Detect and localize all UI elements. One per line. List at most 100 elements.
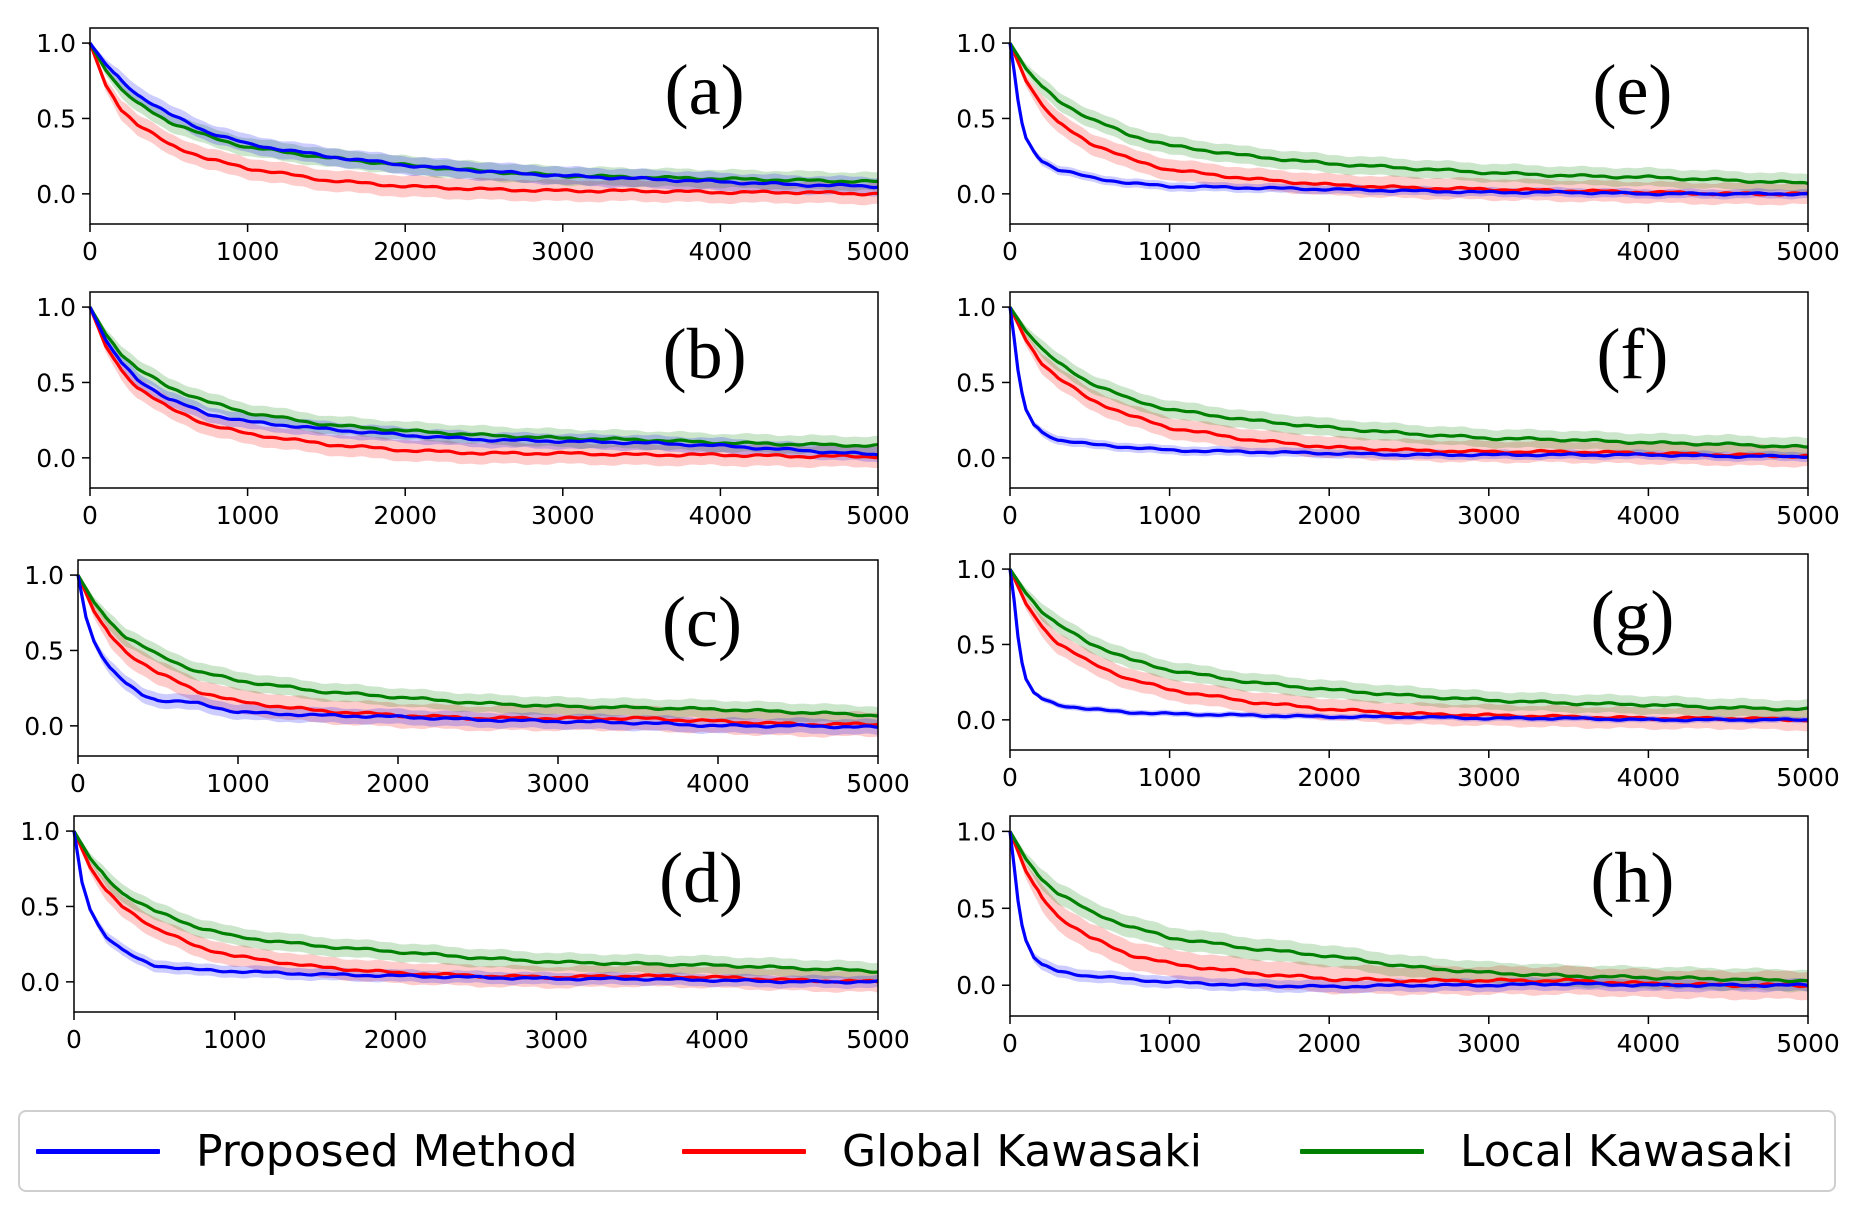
- legend-swatch-red: [682, 1148, 806, 1154]
- y-tick-label: 1.0: [20, 817, 60, 846]
- series-line: [88, 306, 879, 448]
- y-tick-label: 0.0: [24, 712, 64, 741]
- series-line: [76, 574, 879, 730]
- y-tick-label: 0.5: [956, 368, 996, 397]
- series-line: [88, 306, 879, 457]
- x-tick-label: 4000: [1617, 237, 1681, 266]
- x-tick-label: 2000: [1297, 501, 1361, 530]
- x-tick-label: 0: [70, 769, 86, 798]
- x-tick-label: 5000: [1776, 1029, 1840, 1058]
- series-line: [88, 42, 879, 190]
- y-tick-label: 1.0: [956, 293, 996, 322]
- series-line: [1008, 306, 1809, 449]
- x-tick-label: 4000: [1617, 501, 1681, 530]
- y-tick-label: 0.0: [20, 968, 60, 997]
- series-band: [78, 573, 878, 738]
- y-tick-label: 1.0: [956, 29, 996, 58]
- y-tick-label: 0.5: [956, 630, 996, 659]
- plot-frame: [1009, 291, 1809, 489]
- x-tick-label: 0: [1002, 1029, 1018, 1058]
- y-tick-label: 1.0: [956, 555, 996, 584]
- series-line: [1008, 42, 1809, 185]
- series-line: [72, 830, 879, 974]
- x-tick-label: 4000: [689, 237, 753, 266]
- series-line: [76, 574, 879, 718]
- series-line: [1008, 306, 1809, 459]
- y-tick-label: 0.5: [20, 892, 60, 921]
- x-tick-label: 1000: [203, 1025, 267, 1054]
- x-tick-label: 0: [1002, 237, 1018, 266]
- y-tick-label: 0.0: [36, 180, 76, 209]
- series-band: [90, 41, 878, 206]
- x-tick-label: 4000: [685, 1025, 749, 1054]
- x-tick-label: 5000: [846, 501, 910, 530]
- x-tick-label: 3000: [1457, 1029, 1521, 1058]
- x-tick-label: 2000: [373, 501, 437, 530]
- x-tick-label: 4000: [1617, 763, 1681, 792]
- x-tick-label: 3000: [526, 769, 590, 798]
- y-tick-label: 0.5: [956, 104, 996, 133]
- x-tick-label: 2000: [1297, 1029, 1361, 1058]
- plot-frame: [77, 559, 879, 757]
- series-band: [1010, 305, 1808, 468]
- panel-label: (a): [665, 50, 745, 130]
- y-tick-label: 1.0: [956, 817, 996, 846]
- series-line: [1008, 568, 1809, 712]
- x-tick-label: 2000: [1297, 763, 1361, 792]
- x-tick-label: 2000: [1297, 237, 1361, 266]
- y-tick-label: 1.0: [24, 561, 64, 590]
- x-tick-label: 3000: [531, 501, 595, 530]
- x-tick-label: 5000: [846, 1025, 910, 1054]
- series-band: [74, 829, 878, 982]
- plot-frame: [89, 27, 879, 225]
- chart-panel-d: 0 1000 2000 3000 4000 5000 0.0 0.5 1.0 (d): [20, 815, 910, 1054]
- x-tick-label: 5000: [846, 237, 910, 266]
- x-tick-label: 5000: [1776, 763, 1840, 792]
- y-tick-label: 0.5: [36, 104, 76, 133]
- y-tick-label: 1.0: [36, 29, 76, 58]
- y-tick-label: 0.0: [36, 444, 76, 473]
- legend-label: Global Kawasaki: [842, 1125, 1202, 1177]
- x-tick-label: 3000: [1457, 763, 1521, 792]
- series-band: [1010, 567, 1808, 732]
- series-band: [1010, 306, 1808, 462]
- x-tick-label: 1000: [206, 769, 270, 798]
- series-band: [1010, 305, 1808, 457]
- series-band: [1010, 41, 1808, 193]
- series-line: [76, 574, 879, 728]
- x-tick-label: 1000: [216, 501, 280, 530]
- y-tick-label: 0.0: [956, 180, 996, 209]
- x-tick-label: 5000: [1776, 501, 1840, 530]
- legend-label: Local Kawasaki: [1460, 1125, 1794, 1177]
- legend-item-proposed: Proposed Method: [36, 1112, 578, 1190]
- plot-frame: [1009, 553, 1809, 751]
- series-line: [1008, 306, 1809, 459]
- x-tick-label: 1000: [216, 237, 280, 266]
- series-line: [1008, 831, 1809, 990]
- y-tick-label: 0.5: [24, 636, 64, 665]
- y-tick-label: 0.5: [956, 894, 996, 923]
- chart-panel-b: 0 1000 2000 3000 4000 5000 0.0 0.5 1.0 (b): [36, 291, 910, 530]
- x-tick-label: 4000: [689, 501, 753, 530]
- x-tick-label: 3000: [1457, 237, 1521, 266]
- x-tick-label: 5000: [1776, 237, 1840, 266]
- legend-swatch-blue: [36, 1148, 160, 1154]
- x-tick-label: 0: [66, 1025, 82, 1054]
- panel-label: (f): [1596, 314, 1668, 394]
- x-tick-label: 0: [82, 237, 98, 266]
- plot-frame: [73, 815, 879, 1013]
- plot-frame: [1009, 27, 1809, 225]
- panel-label: (d): [659, 838, 743, 918]
- series-line: [88, 306, 879, 460]
- x-tick-label: 2000: [373, 237, 437, 266]
- series-line: [1008, 830, 1809, 984]
- series-band: [90, 41, 878, 197]
- x-tick-label: 0: [1002, 501, 1018, 530]
- x-tick-label: 3000: [525, 1025, 589, 1054]
- x-tick-label: 2000: [364, 1025, 428, 1054]
- plot-frame: [1009, 815, 1809, 1017]
- x-tick-label: 2000: [366, 769, 430, 798]
- x-tick-label: 3000: [1457, 501, 1521, 530]
- series-band: [90, 305, 878, 463]
